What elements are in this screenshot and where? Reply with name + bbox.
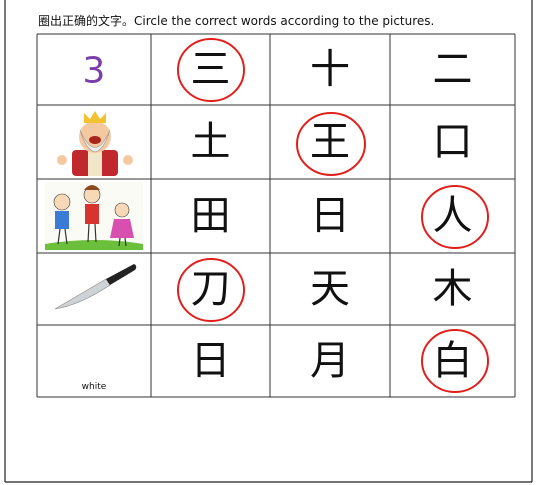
option-character: 土: [191, 119, 231, 165]
instruction: 圈出正确的文字。Circle the correct words accordi…: [38, 13, 434, 28]
option-character: 天: [310, 266, 350, 312]
option-character: 王: [310, 119, 350, 165]
option-character: 白: [433, 338, 473, 384]
option-character: 木: [433, 266, 473, 312]
answer-circles: [177, 38, 489, 393]
option-character: 月: [310, 338, 350, 384]
page-frame: [4, 0, 533, 483]
table-grid: [36, 33, 516, 398]
option-character: 日: [310, 193, 350, 239]
option-character: 刀: [191, 266, 231, 312]
row-label: 3: [83, 51, 106, 92]
option-character: 田: [191, 193, 231, 239]
option-character: 十: [310, 47, 350, 93]
option-character: 二: [433, 47, 473, 93]
king-picture: [57, 111, 133, 176]
option-character: 日: [191, 338, 231, 384]
children-picture: [45, 182, 143, 250]
options: 三十二土王口田日人刀天木日月白: [191, 47, 473, 385]
option-character: 三: [191, 47, 231, 93]
option-character: 人: [433, 193, 473, 239]
row-label: white: [82, 382, 107, 392]
knife-picture: [54, 264, 137, 310]
option-character: 口: [433, 119, 473, 165]
